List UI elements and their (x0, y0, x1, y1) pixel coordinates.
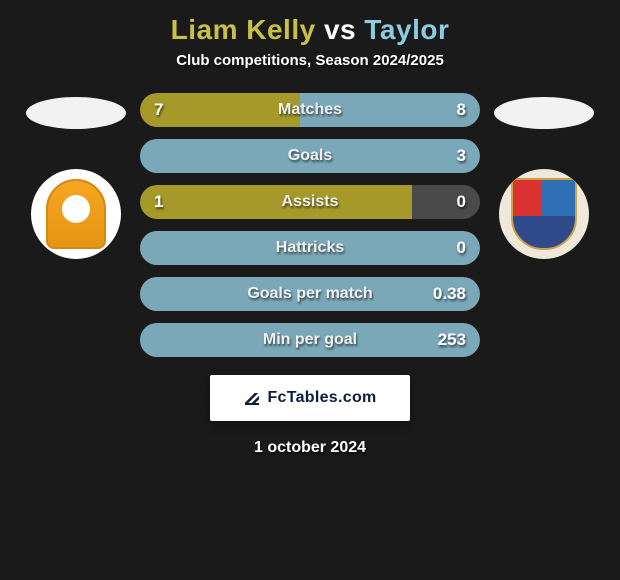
right-side-col (484, 93, 604, 259)
title-player2: Taylor (364, 14, 449, 45)
main-row: 7 Matches 8 Goals 3 1 Assists 0 (0, 93, 620, 357)
stat-row-matches: 7 Matches 8 (140, 93, 480, 127)
club-crest-icon (511, 178, 577, 250)
stat-row-mpg: Min per goal 253 (140, 323, 480, 357)
infographic-container: Liam Kelly vs Taylor Club competitions, … (0, 0, 620, 457)
stat-value-left: 7 (154, 100, 163, 120)
stat-row-hattricks: Hattricks 0 (140, 231, 480, 265)
stat-value-left: 1 (154, 192, 163, 212)
stat-row-assists: 1 Assists 0 (140, 185, 480, 219)
subtitle: Club competitions, Season 2024/2025 (0, 52, 620, 69)
stat-value-right: 0.38 (433, 284, 466, 304)
player2-photo-placeholder (494, 97, 594, 129)
watermark-text: FcTables.com (267, 389, 376, 407)
stat-value-right: 8 (457, 100, 466, 120)
page-title: Liam Kelly vs Taylor (0, 14, 620, 46)
stat-row-goals: Goals 3 (140, 139, 480, 173)
player2-club-badge (499, 169, 589, 259)
stat-value-right: 0 (457, 238, 466, 258)
date-line: 1 october 2024 (0, 439, 620, 457)
stat-value-right: 3 (457, 146, 466, 166)
stat-label: Assists (282, 193, 339, 211)
stat-label: Hattricks (276, 239, 344, 257)
stat-label: Min per goal (263, 331, 357, 349)
stat-label: Goals per match (247, 285, 372, 303)
left-side-col (16, 93, 136, 259)
player1-photo-placeholder (26, 97, 126, 129)
club-crest-icon (46, 179, 106, 249)
stat-row-gpm: Goals per match 0.38 (140, 277, 480, 311)
title-player1: Liam Kelly (171, 14, 316, 45)
player1-club-badge (31, 169, 121, 259)
stat-value-right: 0 (457, 192, 466, 212)
title-vs: vs (324, 14, 356, 45)
stat-label: Matches (278, 101, 342, 119)
watermark-box: FcTables.com (210, 375, 410, 421)
stat-bars-col: 7 Matches 8 Goals 3 1 Assists 0 (140, 93, 480, 357)
stat-label: Goals (288, 147, 332, 165)
bar-fill-left (140, 185, 412, 219)
chart-icon (243, 389, 261, 407)
stat-value-right: 253 (438, 330, 466, 350)
bar-fill-left (140, 93, 300, 127)
